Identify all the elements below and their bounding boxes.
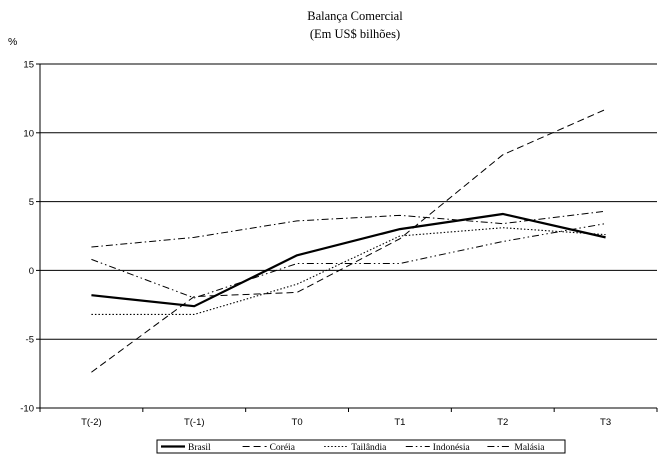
y-tick-label: -10 — [20, 404, 34, 415]
series-line-brasil — [91, 212, 606, 308]
legend: Brasil Coréia Tailândia Indonésia Malásia — [156, 439, 566, 454]
y-tick-label: 15 — [23, 60, 34, 71]
legend-label-malásia: Malásia — [514, 443, 545, 453]
chart-title: Balança Comercial — [307, 9, 403, 23]
series-line-coréia — [91, 108, 606, 373]
gridlines — [40, 63, 657, 409]
axes: -10 -5 0 5 10 15 T(-2) T(-1) T0 T1 T2 T3 — [20, 60, 658, 428]
legend-label-coréia: Coréia — [270, 443, 296, 453]
legend-label-tailândia: Tailândia — [351, 443, 387, 453]
y-tick-label: -5 — [26, 335, 34, 346]
series-lines — [91, 108, 606, 373]
legend-label-indonésia: Indonésia — [433, 443, 471, 453]
series-line-tailândia — [91, 227, 606, 315]
y-axis-unit-label: % — [8, 36, 17, 48]
series-line-malásia — [91, 210, 606, 248]
series-line-indonésia — [91, 223, 606, 299]
legend-box — [156, 439, 566, 454]
chart-subtitle: (Em US$ bilhões) — [310, 27, 400, 41]
x-tick-label: T3 — [600, 417, 611, 428]
y-tick-label: 10 — [23, 128, 34, 139]
legend-label-brasil: Brasil — [188, 443, 211, 453]
x-tick-label: T0 — [292, 417, 303, 428]
y-tick-label: 0 — [29, 266, 34, 277]
y-tick-label: 5 — [29, 197, 34, 208]
x-tick-label: T2 — [497, 417, 508, 428]
x-tick-label: T(-2) — [81, 417, 102, 428]
x-tick-label: T1 — [394, 417, 405, 428]
x-tick-label: T(-1) — [184, 417, 205, 428]
